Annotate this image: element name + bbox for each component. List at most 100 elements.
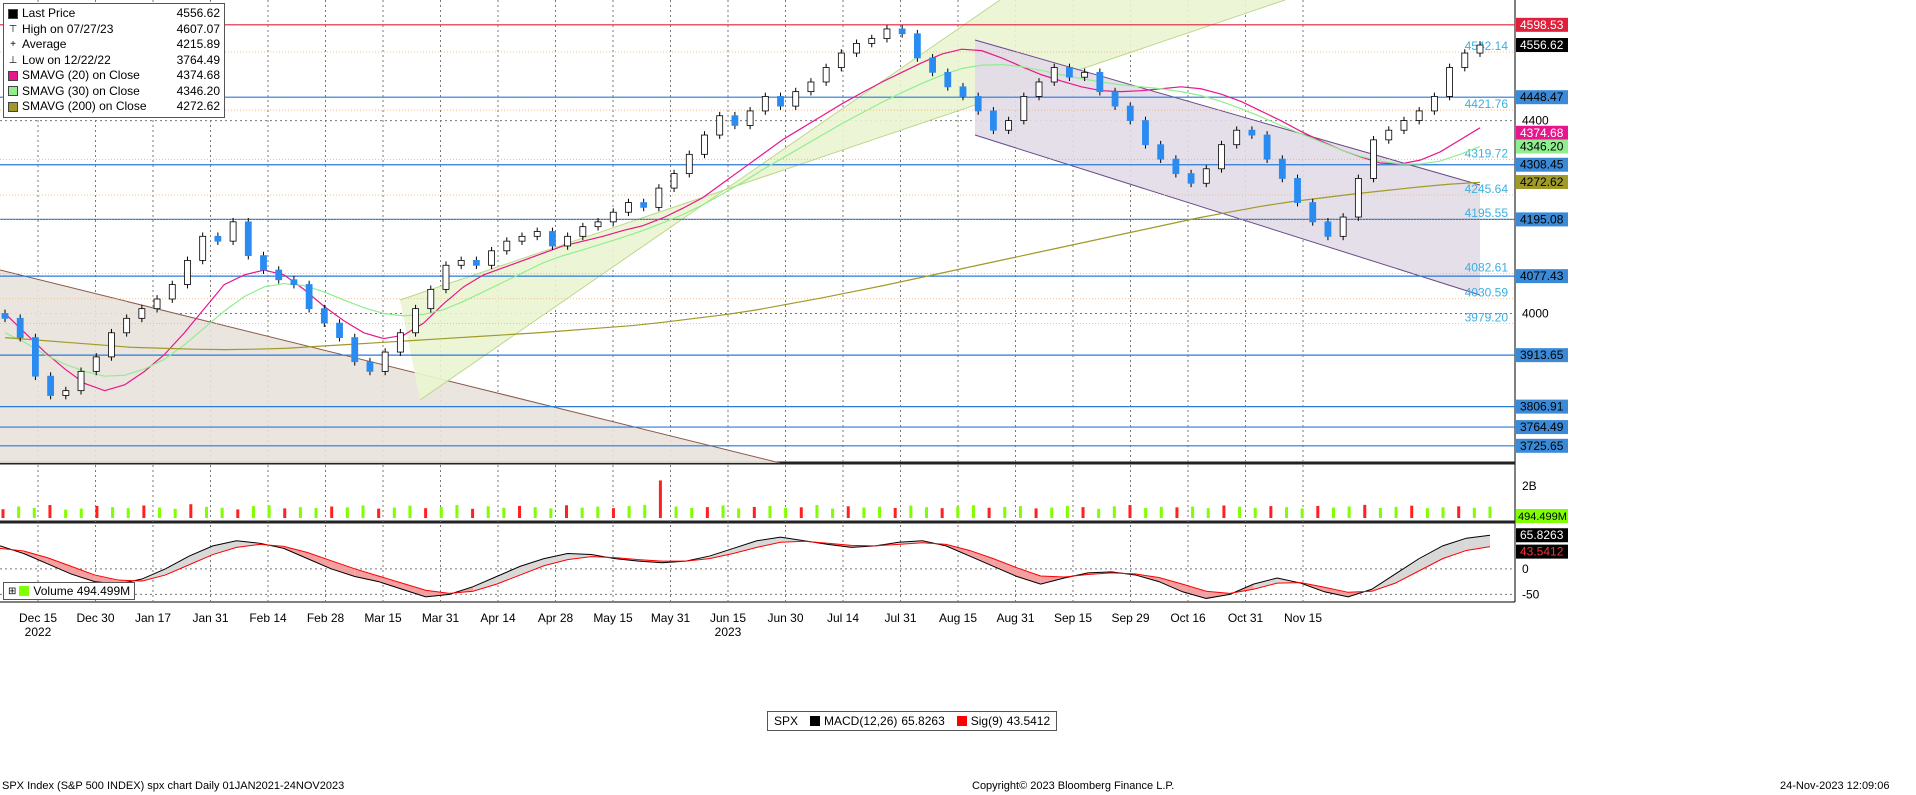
price-tag-label: 3806.91: [1520, 400, 1564, 414]
price-tag: [1516, 420, 1568, 435]
price-tag-label: 4272.62: [1520, 175, 1564, 189]
candle-body: [32, 337, 39, 377]
volume-bar: [1238, 506, 1242, 518]
legend-value: 4607.07: [176, 21, 220, 36]
candle-body: [77, 370, 85, 392]
level-label: 4245.64: [1465, 182, 1509, 196]
x-tick-label: Aug 31: [996, 611, 1034, 625]
volume-bar: [971, 505, 975, 518]
volume-bar: [1144, 507, 1148, 518]
volume-bar: [1003, 506, 1007, 518]
volume-bar: [471, 508, 475, 518]
macd-fill: [1253, 578, 1278, 590]
volume-bar: [846, 506, 850, 518]
volume-bar: [1050, 507, 1054, 518]
macd-fill: [165, 556, 190, 575]
volume-label: Volume: [33, 584, 74, 598]
legend-swatch: [8, 8, 18, 19]
macd-fill: [1016, 567, 1041, 585]
volume-bar: [173, 508, 177, 518]
macd-fill: [331, 560, 355, 577]
x-tick-label: Sep 29: [1111, 611, 1149, 625]
volume-bar: [831, 508, 835, 518]
volume-bar: [643, 504, 647, 518]
volume-bar: [1472, 507, 1476, 518]
legend-glyph-icon: ⊥: [8, 54, 18, 66]
volume-bar: [1222, 505, 1226, 518]
legend-label: SMAVG (200) on Close: [22, 99, 147, 113]
candle-body: [1233, 129, 1241, 146]
candle-body: [564, 235, 572, 247]
volume-bar: [674, 506, 678, 518]
macd-fill: [969, 550, 994, 567]
candle-body: [503, 240, 511, 252]
macd-fill: [212, 540, 237, 555]
volume-bar: [627, 506, 631, 518]
volume-bar: [1457, 506, 1461, 518]
macd-fill: [993, 558, 1017, 577]
volume-bar: [64, 509, 68, 518]
x-tick-label: May 31: [651, 611, 691, 625]
expand-icon[interactable]: ⊞: [8, 585, 17, 597]
candle-body: [549, 231, 556, 247]
y-tick-label: 4000: [1522, 306, 1549, 320]
price-tag: [1516, 348, 1568, 363]
candle-body: [351, 337, 359, 363]
price-tag: [1516, 38, 1568, 53]
macd-fill: [236, 540, 261, 548]
volume-bar: [580, 507, 584, 518]
volume-bar: [1081, 507, 1085, 518]
volume-bar: [1378, 507, 1382, 518]
x-tick-label: Nov 15: [1284, 611, 1322, 625]
legend-item: SMAVG (20) on Close 4374.68: [8, 68, 220, 84]
candle-body: [412, 308, 419, 334]
legend-glyph-icon: ⊤: [8, 23, 18, 35]
candle-body: [199, 235, 207, 261]
volume-bar: [392, 507, 396, 518]
price-tag: [1516, 438, 1568, 453]
macd-fill: [402, 583, 426, 597]
price-tag: [1516, 157, 1568, 172]
legend-label: Low on 12/22/22: [22, 52, 111, 67]
sig-swatch: [956, 716, 967, 726]
x-tick-label: Feb 14: [249, 611, 287, 625]
macd-fill: [709, 548, 734, 559]
y-tick-label: 4400: [1522, 114, 1549, 128]
volume-bar: [48, 505, 52, 518]
volume-bar: [1034, 508, 1038, 518]
level-label: 4542.14: [1465, 39, 1509, 53]
candle-body: [625, 202, 632, 213]
volume-bar: [345, 507, 349, 518]
price-tag: [1516, 90, 1568, 105]
candle-body: [488, 250, 495, 266]
candle-body: [47, 375, 55, 396]
candle-body: [990, 110, 997, 131]
volume-bar: [486, 506, 490, 518]
legend-swatch: [8, 101, 18, 112]
candle-body: [381, 351, 389, 372]
volume-swatch: [19, 586, 30, 596]
uptrend-bottom: [419, 0, 1001, 401]
candle-body: [229, 221, 237, 242]
candle-body: [609, 211, 617, 223]
candle-body: [1202, 168, 1210, 184]
sig-tag: [1516, 544, 1568, 559]
volume-bar: [1316, 505, 1320, 518]
volume-bar: [1206, 508, 1210, 518]
fall-channel-bottom: [974, 134, 1481, 296]
volume-bar: [1425, 508, 1429, 518]
macd-fill: [1419, 545, 1443, 571]
macd-fill: [23, 550, 48, 564]
candle-body: [913, 33, 921, 59]
candle-body: [1339, 216, 1347, 237]
candle-body: [1096, 71, 1104, 93]
price-tag-label: 4374.68: [1520, 126, 1564, 140]
ma-line: [4, 48, 1481, 392]
volume-bar: [1441, 507, 1445, 518]
candle-body: [1111, 91, 1119, 107]
volume-bar: [1363, 504, 1367, 518]
candle-body: [168, 284, 176, 300]
macd-tag-label: 65.8263: [1520, 528, 1564, 542]
price-tag-label: 3725.65: [1520, 439, 1564, 453]
macd-legend: SPX MACD(12,26) 65.8263 Sig(9) 43.5412: [767, 711, 1058, 731]
